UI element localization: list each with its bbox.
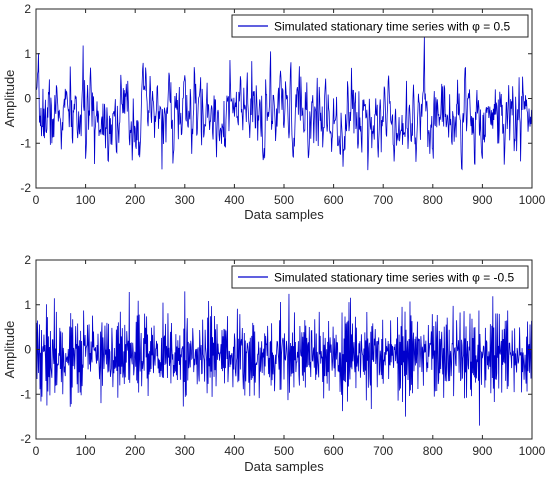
legend-box bbox=[231, 265, 529, 289]
y-tick-label: 1 bbox=[24, 298, 31, 312]
x-tick-label: 200 bbox=[125, 444, 145, 458]
x-tick-label: 900 bbox=[472, 444, 492, 458]
y-tick-label: -1 bbox=[20, 136, 31, 150]
x-tick-label: 400 bbox=[224, 193, 244, 207]
x-tick-label: 700 bbox=[373, 444, 393, 458]
y-tick-label: 2 bbox=[24, 253, 31, 267]
y-tick-label: 0 bbox=[24, 343, 31, 357]
x-tick-label: 600 bbox=[324, 193, 344, 207]
x-tick-label: 400 bbox=[224, 444, 244, 458]
x-tick-label: 500 bbox=[274, 193, 294, 207]
y-tick-label: 2 bbox=[24, 2, 31, 16]
x-tick-label: 800 bbox=[423, 444, 443, 458]
x-tick-label: 100 bbox=[76, 193, 96, 207]
chart-panel-2: 0 100 200 300 400 500 600 700 800 900 1000 2 1 0 -1 -2 D… bbox=[2, 253, 546, 474]
y-tick-label: 0 bbox=[24, 92, 31, 106]
y-tick-label: -2 bbox=[20, 432, 31, 446]
y-tick-label: -2 bbox=[20, 181, 31, 195]
x-tick-label: 700 bbox=[373, 193, 393, 207]
legend-label: Simulated stationary time series with φ … bbox=[274, 20, 511, 34]
x-axis-label: Data samples bbox=[244, 207, 324, 222]
y-axis-label: Amplitude bbox=[2, 70, 17, 128]
x-tick-label: 1000 bbox=[519, 193, 546, 207]
legend-box bbox=[231, 14, 529, 38]
y-tick-label: 1 bbox=[24, 47, 31, 61]
x-tick-label: 300 bbox=[175, 193, 195, 207]
legend-label: Simulated stationary time series with φ … bbox=[274, 271, 515, 285]
x-tick-label: 300 bbox=[175, 444, 195, 458]
x-tick-label: 200 bbox=[125, 193, 145, 207]
y-axis-label: Amplitude bbox=[2, 321, 17, 379]
x-tick-label: 600 bbox=[324, 444, 344, 458]
x-tick-label: 800 bbox=[423, 193, 443, 207]
series-line bbox=[36, 291, 533, 426]
x-tick-label: 900 bbox=[472, 193, 492, 207]
y-tick-label: -1 bbox=[20, 387, 31, 401]
x-tick-label: 0 bbox=[33, 193, 40, 207]
x-tick-label: 1000 bbox=[519, 444, 546, 458]
x-tick-label: 100 bbox=[76, 444, 96, 458]
x-tick-label: 0 bbox=[33, 444, 40, 458]
x-axis-label: Data samples bbox=[244, 459, 324, 474]
x-tick-label: 500 bbox=[274, 444, 294, 458]
chart-panel-1: 0 100 200 300 400 500 600 700 800 900 1000 2 1 0 -1 -2 D… bbox=[2, 2, 546, 222]
series-line bbox=[36, 35, 533, 171]
